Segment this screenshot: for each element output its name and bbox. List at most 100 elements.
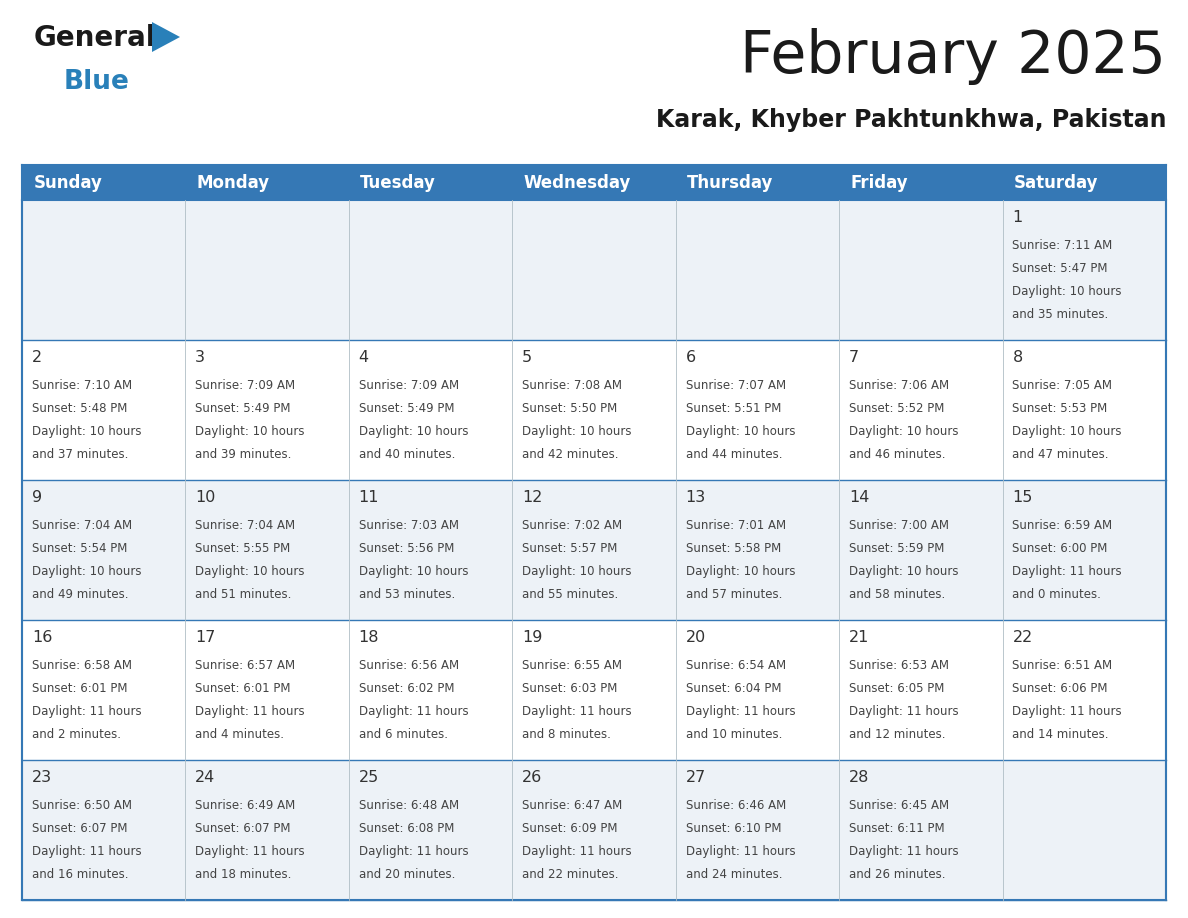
Text: Sunset: 6:02 PM: Sunset: 6:02 PM	[359, 682, 454, 695]
Text: Sunset: 5:58 PM: Sunset: 5:58 PM	[685, 543, 781, 555]
Text: 25: 25	[359, 770, 379, 785]
Text: Sunrise: 7:03 AM: Sunrise: 7:03 AM	[359, 520, 459, 532]
Text: 19: 19	[522, 630, 543, 644]
Bar	[512, 340, 676, 480]
Bar	[23, 760, 185, 900]
Text: and 49 minutes.: and 49 minutes.	[32, 588, 128, 601]
Bar	[839, 620, 1003, 760]
Text: Daylight: 11 hours: Daylight: 11 hours	[195, 705, 305, 719]
Text: 8: 8	[1012, 350, 1023, 364]
Text: Daylight: 10 hours: Daylight: 10 hours	[359, 565, 468, 578]
Bar	[185, 340, 349, 480]
Text: Daylight: 11 hours: Daylight: 11 hours	[522, 705, 632, 719]
Bar	[1003, 200, 1165, 340]
Text: 11: 11	[359, 490, 379, 505]
Bar	[676, 200, 839, 340]
Text: Sunrise: 6:48 AM: Sunrise: 6:48 AM	[359, 800, 459, 812]
Text: 6: 6	[685, 350, 696, 364]
Text: Saturday: Saturday	[1015, 174, 1099, 192]
Text: 2: 2	[32, 350, 42, 364]
Text: Daylight: 10 hours: Daylight: 10 hours	[685, 425, 795, 439]
Text: Sunset: 5:52 PM: Sunset: 5:52 PM	[849, 402, 944, 415]
Text: Sunrise: 7:11 AM: Sunrise: 7:11 AM	[1012, 240, 1113, 252]
Text: Sunrise: 6:58 AM: Sunrise: 6:58 AM	[32, 659, 132, 672]
Text: Daylight: 10 hours: Daylight: 10 hours	[1012, 285, 1121, 298]
Text: Sunrise: 6:49 AM: Sunrise: 6:49 AM	[195, 800, 296, 812]
Text: and 2 minutes.: and 2 minutes.	[32, 729, 121, 742]
Bar	[349, 340, 512, 480]
Text: and 24 minutes.: and 24 minutes.	[685, 868, 782, 881]
Text: Daylight: 11 hours: Daylight: 11 hours	[685, 705, 795, 719]
Text: and 10 minutes.: and 10 minutes.	[685, 729, 782, 742]
Text: Sunrise: 6:55 AM: Sunrise: 6:55 AM	[522, 659, 623, 672]
Text: February 2025: February 2025	[740, 28, 1165, 85]
Text: Sunset: 5:51 PM: Sunset: 5:51 PM	[685, 402, 781, 415]
Text: and 40 minutes.: and 40 minutes.	[359, 449, 455, 462]
Text: and 26 minutes.: and 26 minutes.	[849, 868, 946, 881]
Text: 26: 26	[522, 770, 543, 785]
Text: 18: 18	[359, 630, 379, 644]
Bar	[1003, 760, 1165, 900]
Text: 20: 20	[685, 630, 706, 644]
Text: 15: 15	[1012, 490, 1032, 505]
Bar	[839, 165, 1003, 200]
Text: Sunset: 5:49 PM: Sunset: 5:49 PM	[195, 402, 291, 415]
Text: Sunrise: 6:47 AM: Sunrise: 6:47 AM	[522, 800, 623, 812]
Bar	[349, 480, 512, 620]
Bar	[839, 340, 1003, 480]
Text: 23: 23	[32, 770, 52, 785]
Text: Sunrise: 6:56 AM: Sunrise: 6:56 AM	[359, 659, 459, 672]
Text: Daylight: 10 hours: Daylight: 10 hours	[849, 565, 959, 578]
Bar	[676, 165, 839, 200]
Bar	[839, 480, 1003, 620]
Text: Sunrise: 7:02 AM: Sunrise: 7:02 AM	[522, 520, 623, 532]
Text: Sunrise: 7:10 AM: Sunrise: 7:10 AM	[32, 379, 132, 392]
Text: Sunset: 6:07 PM: Sunset: 6:07 PM	[195, 823, 291, 835]
Text: Sunrise: 6:54 AM: Sunrise: 6:54 AM	[685, 659, 785, 672]
Bar	[349, 620, 512, 760]
Text: Daylight: 10 hours: Daylight: 10 hours	[195, 565, 305, 578]
Text: Daylight: 11 hours: Daylight: 11 hours	[1012, 705, 1121, 719]
Bar	[512, 760, 676, 900]
Text: General: General	[34, 24, 157, 52]
Text: Sunset: 6:11 PM: Sunset: 6:11 PM	[849, 823, 944, 835]
Text: Sunset: 6:01 PM: Sunset: 6:01 PM	[195, 682, 291, 695]
Text: Daylight: 10 hours: Daylight: 10 hours	[195, 425, 305, 439]
Text: Daylight: 10 hours: Daylight: 10 hours	[685, 565, 795, 578]
Text: Daylight: 10 hours: Daylight: 10 hours	[359, 425, 468, 439]
Text: and 0 minutes.: and 0 minutes.	[1012, 588, 1101, 601]
Text: Daylight: 11 hours: Daylight: 11 hours	[522, 845, 632, 858]
Text: Sunrise: 6:50 AM: Sunrise: 6:50 AM	[32, 800, 132, 812]
Text: Daylight: 11 hours: Daylight: 11 hours	[195, 845, 305, 858]
Text: Sunset: 6:01 PM: Sunset: 6:01 PM	[32, 682, 127, 695]
Text: Sunrise: 6:53 AM: Sunrise: 6:53 AM	[849, 659, 949, 672]
Bar	[512, 620, 676, 760]
Text: Sunset: 5:48 PM: Sunset: 5:48 PM	[32, 402, 127, 415]
Text: Sunset: 6:03 PM: Sunset: 6:03 PM	[522, 682, 618, 695]
Text: Sunrise: 7:04 AM: Sunrise: 7:04 AM	[195, 520, 296, 532]
Text: and 4 minutes.: and 4 minutes.	[195, 729, 284, 742]
Text: 13: 13	[685, 490, 706, 505]
Text: Daylight: 10 hours: Daylight: 10 hours	[32, 565, 141, 578]
Text: Sunset: 5:57 PM: Sunset: 5:57 PM	[522, 543, 618, 555]
Bar	[349, 165, 512, 200]
Text: 22: 22	[1012, 630, 1032, 644]
Text: and 6 minutes.: and 6 minutes.	[359, 729, 448, 742]
Bar	[676, 620, 839, 760]
Text: Thursday: Thursday	[687, 174, 773, 192]
Text: Sunset: 6:08 PM: Sunset: 6:08 PM	[359, 823, 454, 835]
Bar	[839, 200, 1003, 340]
Bar	[349, 760, 512, 900]
Text: Daylight: 10 hours: Daylight: 10 hours	[522, 565, 632, 578]
Text: Blue: Blue	[64, 69, 129, 95]
Text: 12: 12	[522, 490, 543, 505]
Text: 17: 17	[195, 630, 215, 644]
Text: and 55 minutes.: and 55 minutes.	[522, 588, 618, 601]
Bar	[512, 165, 676, 200]
Text: Sunset: 5:53 PM: Sunset: 5:53 PM	[1012, 402, 1107, 415]
Text: and 58 minutes.: and 58 minutes.	[849, 588, 946, 601]
Text: Sunrise: 7:09 AM: Sunrise: 7:09 AM	[195, 379, 296, 392]
Bar	[349, 200, 512, 340]
Text: and 18 minutes.: and 18 minutes.	[195, 868, 291, 881]
Text: Daylight: 11 hours: Daylight: 11 hours	[849, 845, 959, 858]
